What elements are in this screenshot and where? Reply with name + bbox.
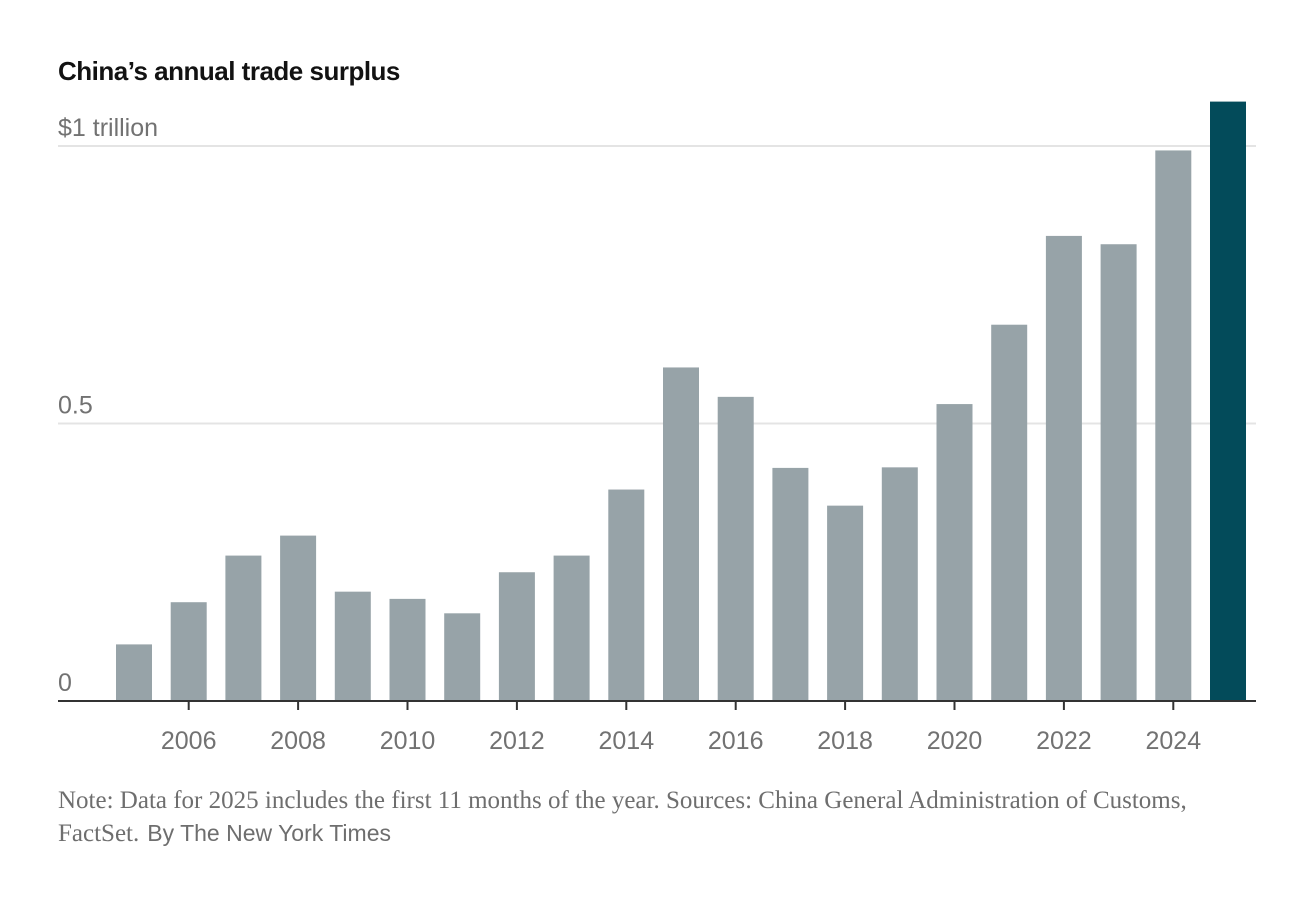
byline: By The New York Times: [147, 820, 391, 846]
y-tick-label: $1 trillion: [58, 114, 158, 142]
x-tick-label: 2018: [817, 727, 873, 755]
bar-2013: [553, 555, 590, 701]
y-axis-labels: 0 0.5 $1 trillion: [58, 114, 158, 697]
x-axis-labels: 2006 2008 2010 2012 2014 2016 2018 2020 2022 2024: [161, 701, 1201, 755]
bar-chart: 0 0.5 $1 trillion 2006 2008 2010 2012 2014 2016…: [58, 101, 1256, 755]
bars: [116, 101, 1246, 702]
x-tick-label: 2006: [161, 727, 217, 755]
bar-2019: [881, 467, 918, 701]
bar-2021: [991, 324, 1028, 701]
y-tick-label: 0: [58, 669, 72, 697]
bar-2022: [1045, 235, 1082, 701]
bar-2023: [1100, 244, 1137, 702]
x-tick-label: 2010: [380, 727, 436, 755]
bar-2006: [170, 602, 207, 701]
note-text: Note: Data for 2025 includes the first 1…: [58, 787, 1187, 847]
y-tick-label: 0.5: [58, 392, 93, 420]
bar-2011: [444, 613, 481, 701]
chart-title: China’s annual trade surplus: [58, 56, 400, 86]
bar-2005: [116, 644, 152, 701]
x-tick-label: 2014: [598, 727, 654, 755]
bar-2014: [608, 489, 645, 701]
bar-2020: [936, 404, 973, 701]
bar-2008: [280, 535, 317, 701]
bar-2012: [498, 572, 535, 701]
x-tick-label: 2022: [1036, 727, 1092, 755]
bar-2007: [225, 555, 262, 701]
chart-note: Note: Data for 2025 includes the first 1…: [58, 784, 1258, 850]
x-tick-label: 2020: [927, 727, 983, 755]
x-tick-label: 2012: [489, 727, 545, 755]
bar-2017: [772, 467, 809, 701]
bar-2025: [1210, 101, 1246, 702]
bar-2015: [663, 367, 699, 701]
bar-2018: [827, 505, 864, 701]
x-tick-label: 2016: [708, 727, 764, 755]
x-tick-label: 2008: [270, 727, 326, 755]
bar-2024: [1155, 150, 1192, 701]
bar-2009: [334, 591, 371, 701]
x-tick-label: 2024: [1145, 727, 1201, 755]
bar-2010: [389, 598, 426, 701]
bar-2016: [717, 396, 754, 701]
